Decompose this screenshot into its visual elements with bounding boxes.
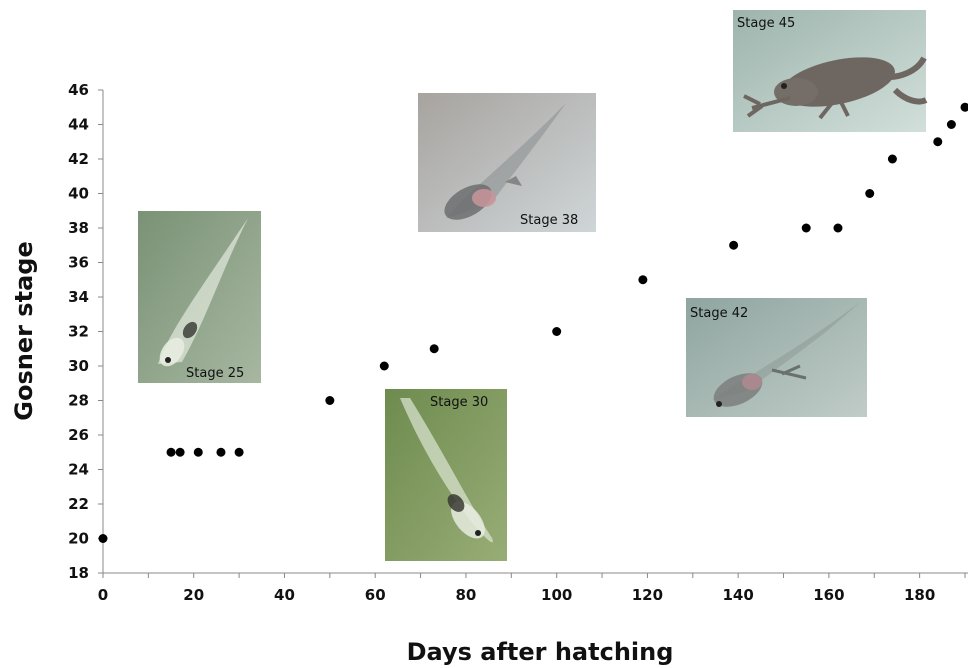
y-tick-label: 40 [68, 185, 89, 203]
stage-30-label: Stage 30 [430, 395, 488, 410]
data-point [887, 154, 897, 164]
data-point [429, 344, 439, 354]
stage-45-label: Stage 45 [737, 16, 795, 31]
y-tick-label: 34 [68, 288, 89, 306]
x-tick-label: 160 [813, 586, 844, 604]
data-point [379, 361, 389, 371]
data-point [234, 447, 244, 457]
y-tick-label: 36 [68, 254, 89, 272]
data-point [801, 223, 811, 233]
y-tick-label: 24 [68, 461, 89, 479]
data-point [216, 447, 226, 457]
data-point [193, 447, 203, 457]
data-point [166, 447, 176, 457]
x-tick-label: 40 [274, 586, 295, 604]
data-point [552, 327, 562, 336]
data-point [98, 534, 108, 543]
x-tick-label: 140 [723, 586, 754, 604]
y-tick-label: 46 [68, 81, 89, 99]
stage-38-label: Stage 38 [520, 213, 578, 228]
axes: 0 20 40 60 80 100 120 140 160 180 18 20 22 24 26 28 30 3… [68, 81, 968, 604]
data-point [960, 102, 968, 112]
x-tick-label: 20 [183, 586, 204, 604]
data-point [325, 396, 335, 405]
y-tick-label: 32 [68, 323, 89, 341]
stage-42-photo: Stage 42 [686, 298, 867, 417]
y-tick-label: 26 [68, 426, 89, 444]
stage-45-photo: Stage 45 [733, 10, 928, 132]
stage-38-photo: Stage 38 [418, 93, 596, 232]
data-points [98, 102, 968, 543]
data-point [729, 240, 739, 250]
y-tick-label: 18 [68, 564, 89, 582]
y-tick-label: 38 [68, 219, 89, 237]
stage-25-label: Stage 25 [186, 366, 244, 381]
data-point [638, 275, 648, 285]
y-tick-label: 20 [68, 530, 89, 548]
photo-insets: Stage 25 Stage 30 Stage 38 Stage 42 [138, 10, 928, 561]
stage-42-label: Stage 42 [690, 306, 748, 321]
x-tick-label: 120 [632, 586, 663, 604]
y-axis-title: Gosner stage [10, 241, 38, 420]
x-tick-label: 80 [456, 586, 477, 604]
y-tick-label: 42 [68, 150, 89, 168]
data-point [946, 120, 956, 129]
data-point [865, 189, 875, 198]
data-point [175, 447, 185, 457]
stage-30-photo: Stage 30 [385, 389, 507, 561]
x-axis-title: Days after hatching [407, 638, 674, 666]
y-ticks: 18 20 22 24 26 28 30 32 34 36 38 40 42 44 46 [68, 81, 103, 582]
stage-25-photo: Stage 25 [138, 211, 261, 383]
y-tick-label: 44 [68, 116, 89, 134]
x-tick-label: 180 [904, 586, 935, 604]
data-point [833, 223, 843, 233]
y-tick-label: 30 [68, 357, 89, 375]
x-ticks: 0 20 40 60 80 100 120 140 160 180 [98, 573, 966, 604]
y-tick-label: 28 [68, 392, 89, 410]
x-tick-label: 60 [365, 586, 386, 604]
x-tick-label: 0 [98, 586, 108, 604]
y-tick-label: 22 [68, 495, 89, 513]
data-point [933, 137, 943, 147]
x-tick-label: 100 [541, 586, 572, 604]
